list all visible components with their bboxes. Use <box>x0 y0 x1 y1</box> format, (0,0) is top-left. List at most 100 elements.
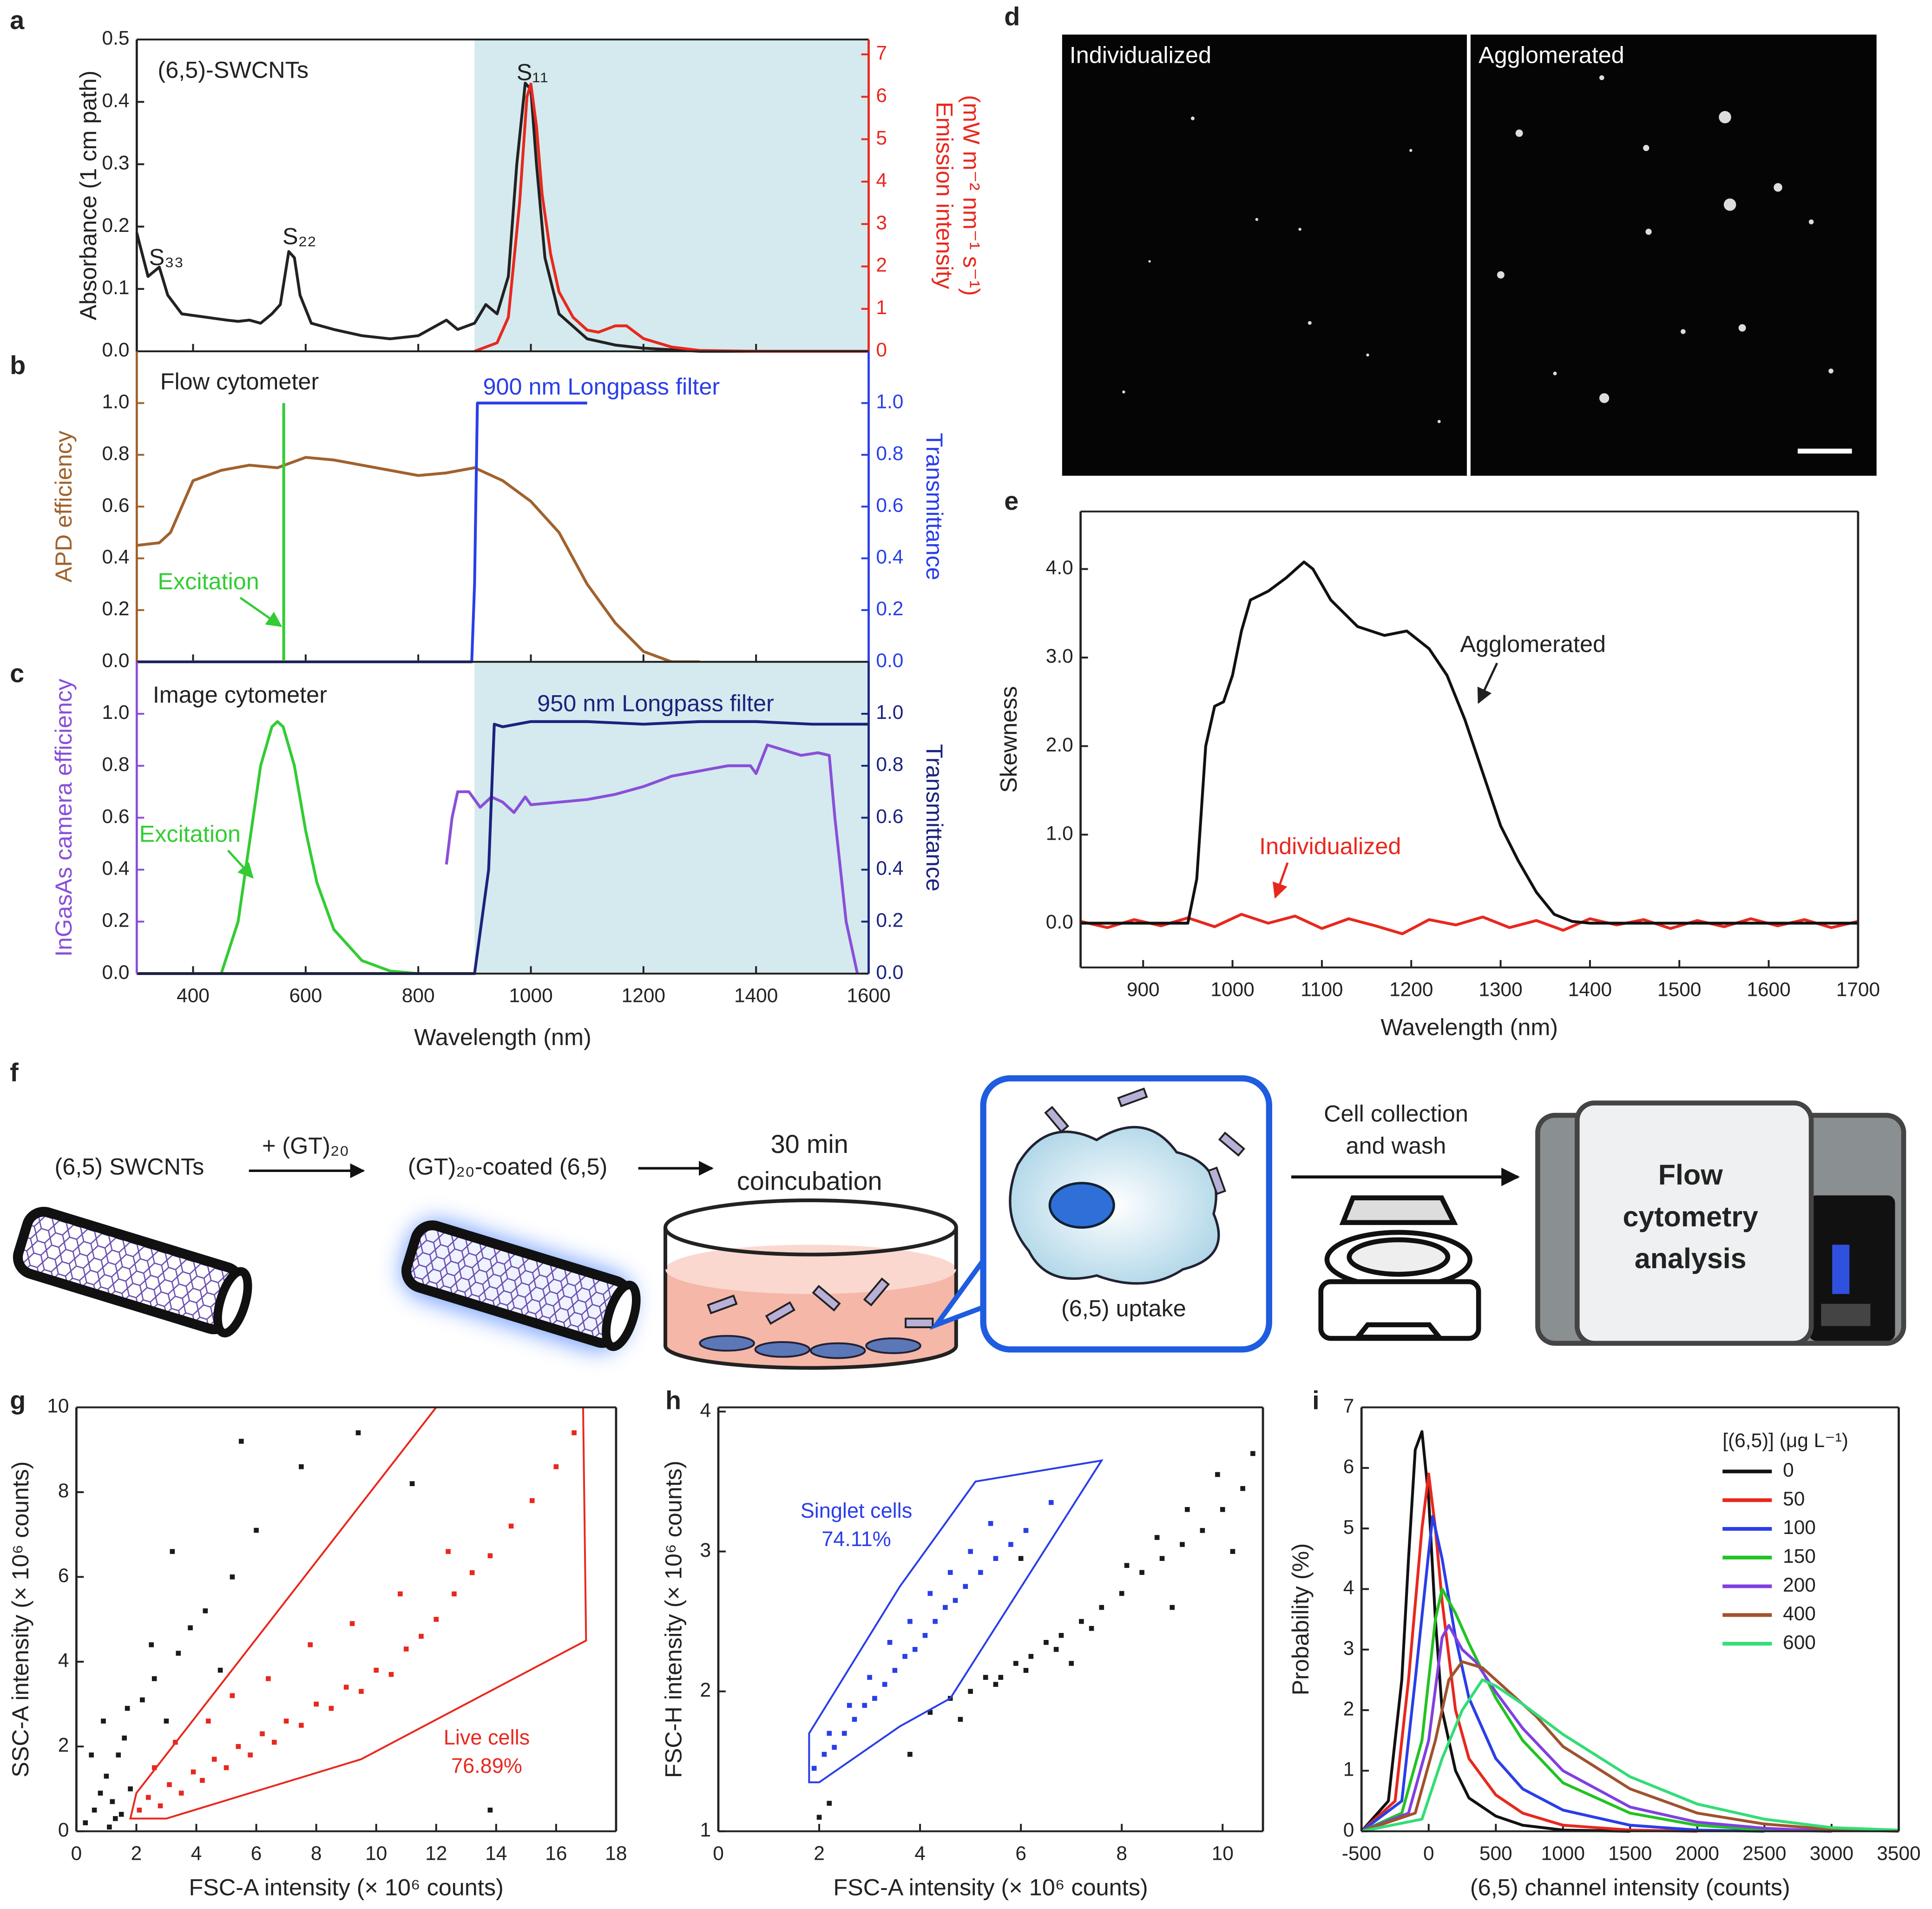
y-tick-label: 0 <box>58 1819 69 1841</box>
x-tick-label: 0 <box>1423 1842 1434 1864</box>
series-line <box>474 82 869 353</box>
scatter-point <box>200 1777 205 1783</box>
scatter-point <box>842 1731 847 1736</box>
y-tick-label: 0.8 <box>102 442 129 464</box>
scatter-point <box>1099 1605 1104 1610</box>
scatter-point <box>1069 1661 1074 1666</box>
scatter-point <box>223 1765 229 1771</box>
series-line <box>137 720 869 975</box>
legend-label: 400 <box>1783 1603 1816 1625</box>
scatter-point <box>145 1795 151 1800</box>
scatter-point <box>452 1591 457 1597</box>
y-tick-label: 4 <box>700 1399 711 1421</box>
scatter-point <box>260 1731 265 1737</box>
scatter-point <box>266 1676 271 1681</box>
scatter-point <box>446 1549 451 1554</box>
x-tick-label: 16 <box>545 1842 567 1864</box>
annotation: 950 nm Longpass filter <box>537 690 774 716</box>
scatter-point <box>1215 1472 1220 1477</box>
scatter-point <box>827 1731 832 1736</box>
x-tick-label: 1700 <box>1836 978 1880 1000</box>
y-tick-label: 3 <box>1343 1637 1354 1659</box>
nanotube <box>13 1206 252 1337</box>
scatter-point <box>862 1703 867 1708</box>
panel-label: g <box>10 1386 26 1415</box>
y2-tick-label: 0.4 <box>876 546 903 568</box>
x-tick-label: 10 <box>365 1842 387 1864</box>
scatter-point <box>403 1646 409 1652</box>
x-axis-label: Wavelength (nm) <box>414 1024 591 1050</box>
step-label: (6,5) SWCNTs <box>55 1153 204 1179</box>
scatter-point <box>1159 1556 1165 1561</box>
x-tick-label: 400 <box>177 985 210 1007</box>
annotation: Agglomerated <box>1460 631 1606 657</box>
y-tick-label: 1 <box>700 1819 711 1841</box>
scatter-point <box>1053 1647 1059 1652</box>
x-tick-label: 2 <box>131 1842 142 1864</box>
x-tick-label: 4 <box>191 1842 202 1864</box>
scatter-point <box>1089 1626 1094 1631</box>
annotation: S₃₃ <box>149 244 184 270</box>
scatter-point <box>943 1605 948 1610</box>
series-line <box>220 720 419 975</box>
y2-tick-label: 6 <box>876 84 887 106</box>
scatter-point <box>1170 1605 1175 1610</box>
annotation: Excitation <box>139 820 241 847</box>
annotation-arrow <box>239 597 283 627</box>
x-tick-label: 0 <box>71 1842 82 1864</box>
scatter-point <box>107 1824 112 1830</box>
y2-tick-label: 0.6 <box>876 494 903 516</box>
scatter-point <box>947 1570 953 1575</box>
legend-label: 0 <box>1783 1459 1794 1481</box>
panel-label: h <box>665 1386 681 1415</box>
scatter-point <box>953 1598 958 1603</box>
scatter-point <box>469 1570 475 1575</box>
scatter-point <box>434 1617 439 1622</box>
step-label: coincubation <box>737 1167 882 1196</box>
scatter-point <box>933 1619 938 1624</box>
x-tick-label: 1400 <box>1568 978 1612 1000</box>
scatter-point <box>151 1676 157 1681</box>
scatter-point <box>811 1765 817 1771</box>
series-line <box>137 456 700 664</box>
spots <box>1122 75 1833 423</box>
scatter-point <box>832 1744 837 1750</box>
annotation: Flow cytometer <box>160 368 319 395</box>
y-tick-label: 0.3 <box>102 152 129 174</box>
y-axis-label: Absorbance (1 cm path) <box>75 71 101 321</box>
y-tick-label: 2 <box>700 1679 711 1701</box>
scatter-point <box>978 1570 983 1575</box>
y-tick-label: 2 <box>1343 1698 1354 1719</box>
legend-label: 200 <box>1783 1574 1816 1596</box>
scatter-point <box>236 1744 241 1749</box>
scatter-point <box>963 1584 968 1589</box>
y-tick-label: 1 <box>1343 1758 1354 1780</box>
panel-label: i <box>1312 1386 1319 1415</box>
x-tick-label: 1000 <box>509 985 552 1007</box>
scatter-point <box>149 1642 154 1647</box>
scatter-point <box>248 1752 253 1758</box>
scatter-point <box>349 1621 355 1626</box>
y-tick-label: 0.4 <box>102 89 129 111</box>
scatter-point <box>912 1647 918 1652</box>
x-tick-label: 1000 <box>1541 1842 1585 1864</box>
scatter-point <box>872 1696 877 1701</box>
x-tick-label: 900 <box>1127 978 1160 1000</box>
y2-tick-label: 0.2 <box>876 909 903 931</box>
y-axis-label: Skewness <box>995 686 1022 793</box>
scatter-point <box>993 1556 999 1561</box>
chart: -500 0 500 1000 1500 2000 2500 3000 350001234567… <box>1287 1395 1920 1901</box>
y-tick-label: 0.2 <box>102 598 129 619</box>
gate-label: Singlet cells <box>801 1499 913 1522</box>
scatter-point <box>128 1786 133 1791</box>
x-tick-label: 6 <box>1015 1842 1026 1864</box>
scatter-point <box>988 1521 993 1526</box>
scatter-point <box>1184 1507 1190 1512</box>
scatter-point <box>140 1697 145 1703</box>
scatter-point <box>1230 1549 1235 1554</box>
scatter-point <box>1154 1535 1160 1540</box>
nanotubes <box>1044 1087 1246 1195</box>
scatter-point <box>487 1807 493 1813</box>
